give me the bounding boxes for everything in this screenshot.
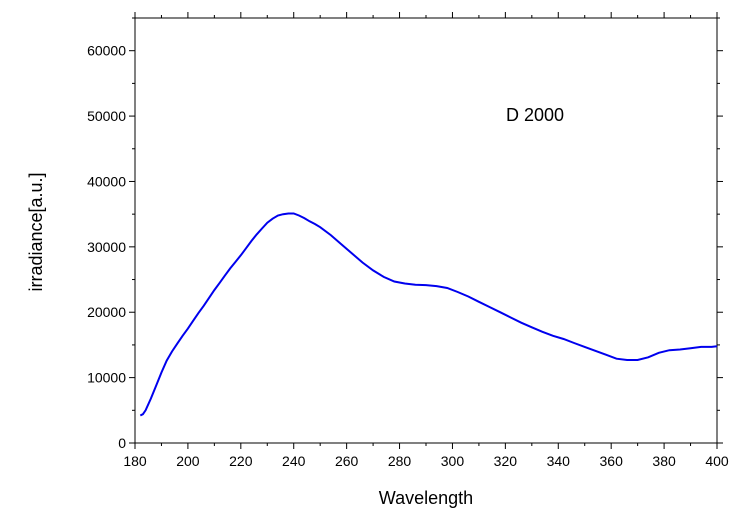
x-tick-label: 200 xyxy=(176,453,200,469)
x-tick-label: 320 xyxy=(494,453,518,469)
x-tick-label: 400 xyxy=(705,453,729,469)
x-tick-label: 360 xyxy=(600,453,624,469)
x-tick-label: 180 xyxy=(123,453,147,469)
plot-border xyxy=(134,17,718,444)
x-tick-label: 240 xyxy=(282,453,306,469)
y-tick-label: 50000 xyxy=(87,108,126,124)
plot-area xyxy=(134,17,718,444)
axis-ticks xyxy=(129,12,723,449)
x-tick-label: 260 xyxy=(335,453,359,469)
chart-annotation: D 2000 xyxy=(506,105,564,125)
series-line xyxy=(139,212,718,417)
y-axis-title: irradiance[a.u.] xyxy=(26,172,46,291)
x-tick-label: 380 xyxy=(652,453,676,469)
x-tick-label: 220 xyxy=(229,453,253,469)
y-tick-label: 0 xyxy=(118,435,126,451)
y-tick-label: 60000 xyxy=(87,43,126,59)
y-tick-label: 10000 xyxy=(87,370,126,386)
tick-labels: 180 200 220 240 260 280 300 320 340 360 380 400 0 100… xyxy=(87,43,729,469)
x-tick-label: 340 xyxy=(547,453,571,469)
x-tick-label: 280 xyxy=(388,453,412,469)
y-tick-label: 30000 xyxy=(87,239,126,255)
y-tick-label: 40000 xyxy=(87,173,126,189)
x-axis-title: Wavelength xyxy=(379,488,473,508)
x-tick-label: 300 xyxy=(441,453,465,469)
y-tick-label: 20000 xyxy=(87,304,126,320)
